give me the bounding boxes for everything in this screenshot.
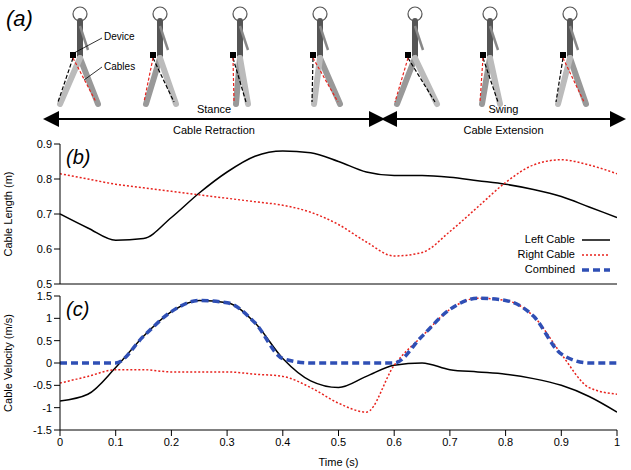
svg-text:0.5: 0.5 xyxy=(37,278,52,290)
html-text:(c): (c) xyxy=(66,298,90,320)
svg-text:1.5: 1.5 xyxy=(37,290,52,302)
svg-text:0.3: 0.3 xyxy=(219,436,234,448)
svg-text:0.9: 0.9 xyxy=(554,436,569,448)
svg-text:Stance: Stance xyxy=(197,103,231,115)
svg-text:Cables: Cables xyxy=(104,61,135,72)
svg-text:Cable Length (m): Cable Length (m) xyxy=(2,172,14,257)
svg-text:0.6: 0.6 xyxy=(387,436,402,448)
svg-text:0: 0 xyxy=(57,436,63,448)
svg-text:-1.5: -1.5 xyxy=(33,424,52,436)
html-text:Right Cable: Right Cable xyxy=(517,248,575,260)
svg-text:-1: -1 xyxy=(42,402,52,414)
svg-text:Cable Extension: Cable Extension xyxy=(463,124,543,136)
svg-text:1: 1 xyxy=(614,436,620,448)
svg-text:1: 1 xyxy=(46,312,52,324)
svg-text:0.7: 0.7 xyxy=(37,208,52,220)
html-text:Combined: Combined xyxy=(524,263,575,275)
svg-text:Device: Device xyxy=(104,31,135,42)
svg-text:0.5: 0.5 xyxy=(37,335,52,347)
svg-text:0.2: 0.2 xyxy=(164,436,179,448)
svg-text:0: 0 xyxy=(46,357,52,369)
svg-text:-0.5: -0.5 xyxy=(33,379,52,391)
svg-text:Cable Velocity (m/s): Cable Velocity (m/s) xyxy=(2,314,14,412)
svg-text:Swing: Swing xyxy=(489,103,519,115)
svg-text:0.9: 0.9 xyxy=(37,138,52,150)
html-text:Left Cable: Left Cable xyxy=(524,233,575,245)
svg-text:(a): (a) xyxy=(6,6,33,31)
svg-text:0.4: 0.4 xyxy=(275,436,290,448)
html-text:(b): (b) xyxy=(66,146,91,168)
svg-text:0.1: 0.1 xyxy=(108,436,123,448)
svg-text:0.5: 0.5 xyxy=(331,436,346,448)
svg-text:Cable Retraction: Cable Retraction xyxy=(173,124,255,136)
svg-text:0.6: 0.6 xyxy=(37,243,52,255)
svg-text:0.8: 0.8 xyxy=(498,436,513,448)
svg-text:0.7: 0.7 xyxy=(442,436,457,448)
svg-text:Time (s): Time (s) xyxy=(319,456,359,468)
svg-text:0.8: 0.8 xyxy=(37,173,52,185)
